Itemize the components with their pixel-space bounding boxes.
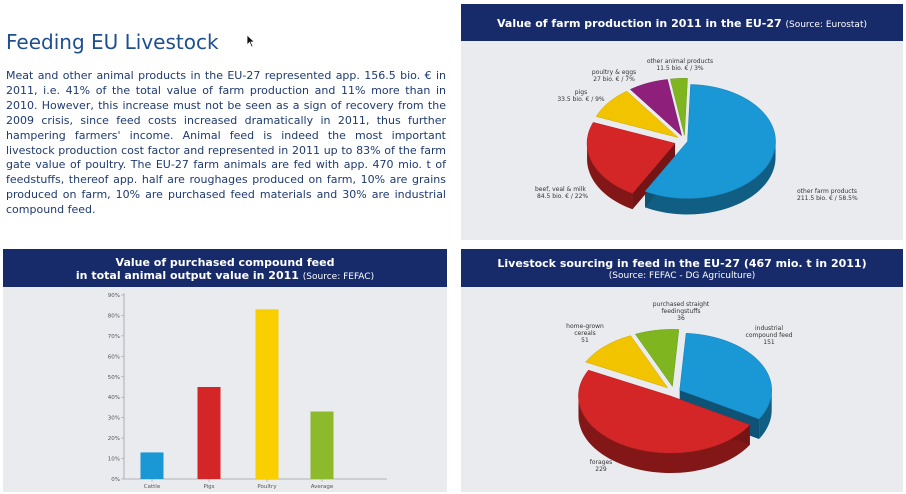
pie1-label-other-farm-line1: other farm products	[797, 188, 857, 195]
farm-production-panel: Value of farm production in 2011 in the …	[461, 4, 903, 240]
pie1-slice-2	[595, 90, 679, 138]
page-title: Feeding EU Livestock	[6, 30, 219, 54]
bar-ytick-label: 80%	[108, 313, 120, 319]
pie1-slice-4	[669, 78, 688, 136]
farm-production-source: (Source: Eurostat)	[785, 20, 868, 30]
bar-poultry	[255, 309, 279, 479]
bar-ytick-label: 70%	[108, 334, 120, 340]
intro-paragraph: Meat and other animal products in the EU…	[6, 69, 446, 217]
bar-ytick-label: 40%	[108, 395, 120, 401]
pie2-slice-side-1	[578, 396, 750, 474]
bar-ytick-label: 10%	[108, 457, 120, 463]
pie2-label-forages-line2: 229	[595, 466, 607, 473]
mouse-cursor-icon	[246, 34, 256, 48]
bar-ytick-label: 90%	[108, 293, 120, 299]
pie1-label-pigs-line2: 33.5 bio. € / 9%	[557, 96, 605, 103]
pie2-slice-3	[634, 329, 680, 388]
bar-xtick-label-pigs: Pigs	[203, 484, 214, 490]
pie2-slice-2	[585, 335, 669, 389]
bar-xtick-label-poultry: Poultry	[257, 484, 277, 490]
pie2-label-purchased-line1: purchased straight	[653, 301, 710, 308]
pie1-slice-wall-1-0	[632, 143, 676, 210]
pie1-label-other-animal-line1: other animal products	[647, 58, 713, 65]
compound-feed-title-line2: in total animal output value in 2011	[75, 269, 299, 282]
pie2-label-cereals-line2: cereals	[574, 330, 596, 337]
compound-feed-panel: Value of purchased compound feed in tota…	[3, 249, 447, 492]
pie1-slice-side-1	[587, 143, 633, 210]
sourcing-title: Livestock sourcing in feed in the EU-27 …	[497, 257, 867, 270]
pie2-label-cereals-line1: home-grown	[566, 323, 604, 330]
pie2-label-compound-line1: industrial	[755, 325, 783, 332]
compound-feed-header: Value of purchased compound feed in tota…	[3, 249, 447, 287]
sourcing-panel: Livestock sourcing in feed in the EU-27 …	[461, 249, 903, 492]
pie2-slice-side-0	[759, 390, 772, 439]
pie2-slice-0	[679, 333, 772, 420]
pie1-label-other-farm-line2: 211.5 bio. € / 58.5%	[797, 195, 858, 202]
bar-ytick-label: 50%	[108, 375, 120, 381]
farm-production-pie-chart: other animal products 11.5 bio. € / 3% p…	[535, 58, 858, 215]
pie1-label-poultry-line2: 27 bio. € / 7%	[593, 76, 635, 83]
bar-cattle	[140, 452, 164, 479]
compound-feed-bar-chart: 0% 10% 20% 30% 40% 50% 60% 70% 80% 90% Cattle Pigs P…	[108, 293, 387, 490]
farm-production-header: Value of farm production in 2011 in the …	[461, 4, 903, 41]
bar-ytick-label: 0%	[111, 477, 120, 483]
pie1-label-beef-line2: 84.5 bio. € / 22%	[537, 193, 588, 200]
compound-feed-source: (Source: FEFAC)	[302, 272, 375, 282]
pie2-label-forages-line1: forages	[590, 459, 613, 466]
pie1-label-poultry-line1: poultry & eggs	[592, 69, 636, 76]
pie2-label-compound-line3: 151	[763, 339, 775, 346]
pie1-slice-0	[644, 84, 776, 199]
farm-production-title: Value of farm production in 2011 in the …	[496, 17, 782, 30]
pie2-label-purchased-line2: feedingstuffs	[661, 308, 700, 315]
pie1-slice-1	[586, 122, 676, 194]
pie2-label-cereals-line3: 51	[581, 337, 589, 344]
compound-feed-title-line1: Value of purchased compound feed	[115, 256, 335, 269]
pie1-label-beef-line1: beef, veal & milk	[535, 186, 586, 193]
bar-xtick-label-average: Average	[311, 484, 334, 490]
bar-average	[310, 411, 334, 479]
pie1-slice-3	[629, 79, 683, 137]
pie1-label-other-animal-line2: 11.5 bio. € / 3%	[656, 65, 704, 72]
bar-pigs	[197, 387, 221, 479]
sourcing-source: (Source: FEFAC - DG Agriculture)	[608, 271, 756, 281]
pie2-label-compound-line2: compound feed	[746, 332, 793, 339]
bar-ytick-label: 60%	[108, 354, 120, 360]
bar-xtick-label-cattle: Cattle	[144, 484, 161, 490]
pie1-slice-side-0	[645, 141, 776, 215]
pie1-label-pigs-line1: pigs	[575, 89, 587, 96]
bar-ytick-label: 30%	[108, 416, 120, 422]
sourcing-header: Livestock sourcing in feed in the EU-27 …	[461, 249, 903, 287]
pie2-label-purchased-line3: 36	[677, 315, 685, 322]
sourcing-pie-chart: purchased straight feedingstuffs 36 home…	[566, 301, 793, 474]
pie2-slice-1	[578, 369, 751, 454]
bar-ytick-label: 20%	[108, 436, 120, 442]
